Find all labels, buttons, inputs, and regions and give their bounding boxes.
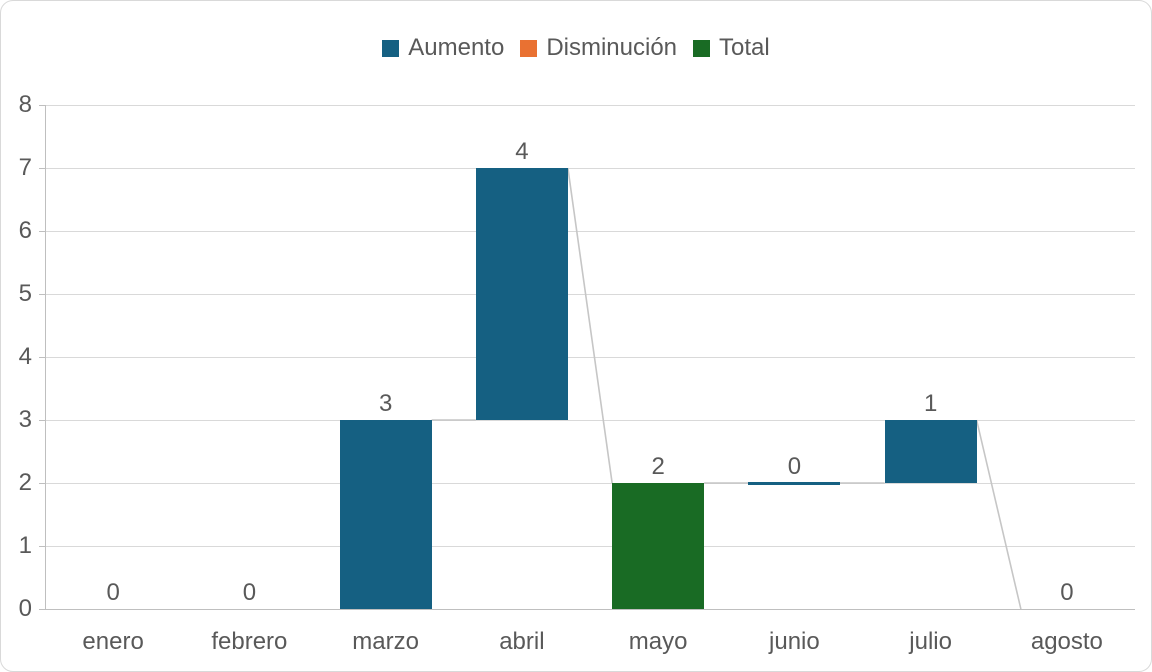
chart-legend: Aumento Disminución Total bbox=[0, 34, 1152, 62]
x-axis-label-junio: junio bbox=[769, 628, 820, 655]
value-label-abril: 4 bbox=[515, 138, 529, 165]
y-axis-tick-4 bbox=[39, 356, 45, 358]
x-axis-label-abril: abril bbox=[499, 628, 545, 655]
y-axis-tick-label-2: 2 bbox=[18, 469, 32, 496]
bar-junio-zero-line[interactable] bbox=[748, 482, 841, 485]
y-axis-tick-label-7: 7 bbox=[18, 154, 32, 181]
legend-item-disminucion[interactable]: Disminución bbox=[520, 34, 677, 62]
y-axis-tick-0 bbox=[39, 608, 45, 610]
legend-swatch-disminucion bbox=[520, 39, 538, 57]
value-label-marzo: 3 bbox=[378, 390, 393, 417]
x-axis-label-febrero: febrero bbox=[211, 628, 288, 655]
x-axis-label-julio: julio bbox=[909, 628, 952, 655]
bar-abril[interactable] bbox=[475, 168, 568, 420]
value-label-mayo: 2 bbox=[651, 453, 665, 480]
bar-mayo[interactable] bbox=[612, 483, 705, 609]
x-axis-label-agosto: agosto bbox=[1030, 628, 1103, 655]
x-axis-label-marzo: marzo bbox=[352, 628, 419, 655]
y-axis-tick-label-1: 1 bbox=[18, 532, 32, 559]
x-axis-label-mayo: mayo bbox=[628, 628, 688, 655]
y-axis-tick-label-4: 4 bbox=[18, 343, 32, 370]
legend-label-total: Total bbox=[719, 34, 770, 61]
legend-label-aumento: Aumento bbox=[408, 34, 505, 61]
y-axis-tick-7 bbox=[39, 167, 45, 169]
value-label-enero: 0 bbox=[106, 579, 120, 606]
y-axis-tick-5 bbox=[39, 293, 45, 295]
y-axis-tick-2 bbox=[39, 482, 45, 484]
legend-label-disminucion: Disminución bbox=[546, 34, 678, 61]
gridline-y8 bbox=[45, 104, 1135, 106]
legend-swatch-total bbox=[693, 39, 711, 57]
bar-julio[interactable] bbox=[884, 420, 977, 483]
value-label-julio: 1 bbox=[923, 390, 938, 417]
legend-item-aumento[interactable]: Aumento bbox=[382, 34, 504, 62]
gridline-y1 bbox=[45, 545, 1135, 547]
y-axis-tick-label-8: 8 bbox=[18, 91, 32, 118]
y-axis-tick-1 bbox=[39, 545, 45, 547]
y-axis-tick-8 bbox=[39, 104, 45, 106]
value-label-agosto: 0 bbox=[1060, 579, 1074, 606]
y-axis-tick-label-5: 5 bbox=[18, 280, 32, 307]
value-label-febrero: 0 bbox=[242, 579, 257, 606]
y-axis-tick-label-3: 3 bbox=[18, 406, 32, 433]
y-axis-tick-label-6: 6 bbox=[18, 217, 32, 244]
x-axis-label-enero: enero bbox=[82, 628, 144, 655]
y-axis-tick-label-0: 0 bbox=[18, 595, 32, 622]
y-axis-tick-6 bbox=[39, 230, 45, 232]
value-label-junio: 0 bbox=[787, 453, 802, 480]
bar-marzo[interactable] bbox=[339, 420, 432, 609]
legend-swatch-aumento bbox=[382, 39, 400, 57]
y-axis-tick-3 bbox=[39, 419, 45, 421]
y-axis-line bbox=[45, 105, 46, 609]
legend-item-total[interactable]: Total bbox=[693, 34, 770, 62]
x-axis-line bbox=[45, 608, 1135, 610]
